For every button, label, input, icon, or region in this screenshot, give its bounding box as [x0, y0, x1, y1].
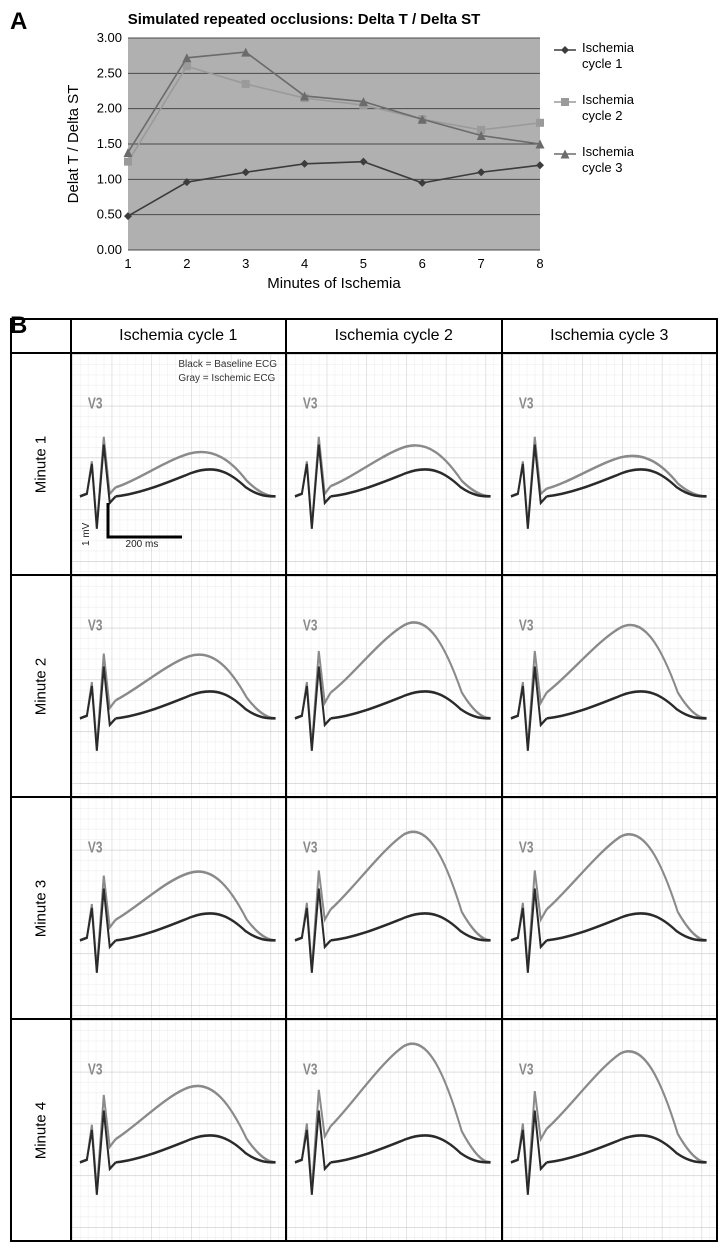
svg-text:V3: V3	[518, 1060, 533, 1078]
svg-text:cycle 2: cycle 2	[582, 108, 622, 123]
svg-text:V3: V3	[303, 616, 318, 634]
svg-text:5: 5	[360, 256, 367, 271]
svg-text:V3: V3	[303, 838, 318, 856]
svg-text:Ischemia: Ischemia	[582, 92, 635, 107]
row-header: Minute 2	[11, 575, 71, 797]
ecg-legend: Black = Baseline ECGGray = Ischemic ECG	[178, 358, 277, 386]
row-header: Minute 1	[11, 353, 71, 575]
column-header: Ischemia cycle 3	[502, 319, 717, 353]
ecg-cell: V3	[502, 1019, 717, 1241]
svg-text:2: 2	[183, 256, 190, 271]
ecg-cell: V3	[71, 1019, 286, 1241]
svg-text:V3: V3	[518, 616, 533, 634]
ecg-cell: V3	[286, 575, 501, 797]
svg-text:cycle 3: cycle 3	[582, 160, 622, 175]
line-chart: Simulated repeated occlusions: Delta T /…	[60, 10, 670, 290]
svg-text:Delat T / Delta ST: Delat T / Delta ST	[65, 85, 82, 204]
svg-text:1.50: 1.50	[97, 136, 122, 151]
ecg-grid-table: Ischemia cycle 1Ischemia cycle 2Ischemia…	[10, 318, 718, 1242]
column-header: Ischemia cycle 2	[286, 319, 501, 353]
svg-text:V3: V3	[87, 616, 102, 634]
ecg-cell: V3	[502, 353, 717, 575]
svg-text:V3: V3	[87, 838, 102, 856]
svg-text:Ischemia: Ischemia	[582, 40, 635, 55]
svg-text:V3: V3	[518, 394, 533, 412]
row-header: Minute 3	[11, 797, 71, 1019]
ecg-cell: V3	[286, 1019, 501, 1241]
ecg-cell: V3	[286, 353, 501, 575]
svg-text:Simulated repeated occlusions:: Simulated repeated occlusions: Delta T /…	[128, 11, 481, 28]
svg-text:3: 3	[242, 256, 249, 271]
panel-a-label: A	[10, 8, 27, 36]
svg-text:V3: V3	[87, 394, 102, 412]
panel-b-label: B	[10, 312, 27, 340]
ecg-cell: V3	[502, 575, 717, 797]
column-header: Ischemia cycle 1	[71, 319, 286, 353]
ecg-cell: V3	[286, 797, 501, 1019]
ecg-cell: V3 Black = Baseline ECGGray = Ischemic EC…	[71, 353, 286, 575]
svg-text:V3: V3	[303, 1060, 318, 1078]
svg-text:V3: V3	[87, 1060, 102, 1078]
svg-text:1: 1	[124, 256, 131, 271]
svg-text:6: 6	[419, 256, 426, 271]
ecg-cell: V3	[502, 797, 717, 1019]
svg-text:3.00: 3.00	[97, 30, 122, 45]
scale-bar: 1 mV 200 ms	[102, 503, 192, 560]
svg-text:Minutes of Ischemia: Minutes of Ischemia	[267, 275, 401, 290]
ecg-cell: V3	[71, 797, 286, 1019]
svg-text:2.50: 2.50	[97, 65, 122, 80]
svg-text:4: 4	[301, 256, 308, 271]
svg-text:Ischemia: Ischemia	[582, 144, 635, 159]
svg-text:0.00: 0.00	[97, 242, 122, 257]
svg-text:V3: V3	[518, 838, 533, 856]
svg-text:1.00: 1.00	[97, 171, 122, 186]
svg-text:V3: V3	[303, 394, 318, 412]
svg-text:0.50: 0.50	[97, 207, 122, 222]
svg-text:2.00: 2.00	[97, 101, 122, 116]
svg-text:cycle 1: cycle 1	[582, 56, 622, 71]
svg-text:8: 8	[536, 256, 543, 271]
panel-b: B Ischemia cycle 1Ischemia cycle 2Ischem…	[10, 318, 718, 1242]
svg-text:7: 7	[478, 256, 485, 271]
row-header: Minute 4	[11, 1019, 71, 1241]
ecg-cell: V3	[71, 575, 286, 797]
panel-a: A Simulated repeated occlusions: Delta T…	[10, 10, 718, 300]
